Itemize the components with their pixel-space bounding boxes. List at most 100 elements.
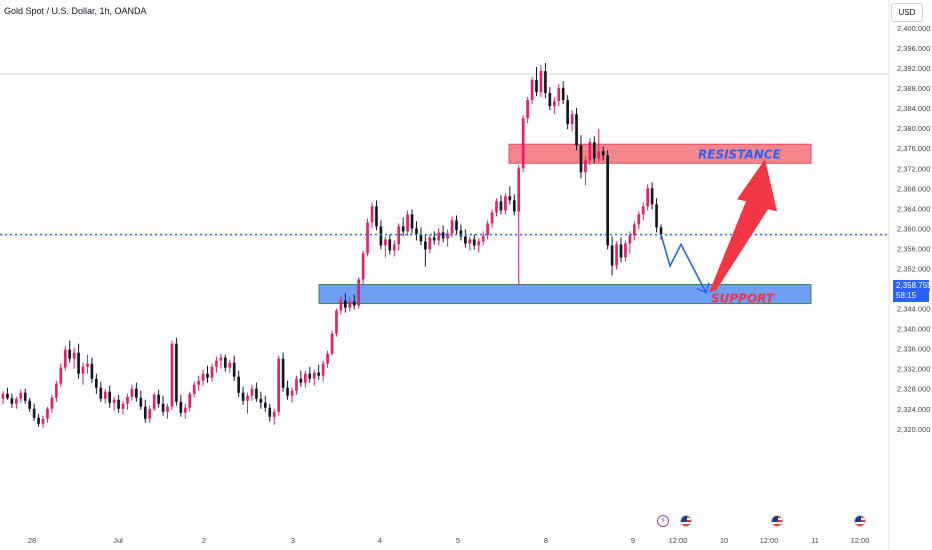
down-candle[interactable] — [655, 198, 658, 233]
up-candle[interactable] — [112, 396, 116, 411]
down-candle[interactable] — [419, 227, 423, 246]
up-candle[interactable] — [392, 240, 396, 257]
up-candle[interactable] — [370, 202, 374, 229]
down-candle[interactable] — [232, 355, 236, 381]
down-candle[interactable] — [317, 364, 320, 380]
target-arrow[interactable] — [709, 159, 777, 293]
down-candle[interactable] — [512, 194, 516, 216]
down-candle[interactable] — [143, 399, 147, 423]
up-candle[interactable] — [361, 250, 365, 286]
up-candle[interactable] — [628, 231, 632, 254]
up-candle[interactable] — [81, 362, 85, 385]
down-candle[interactable] — [157, 389, 160, 408]
down-candle[interactable] — [259, 391, 263, 409]
down-candle[interactable] — [459, 224, 463, 241]
up-candle[interactable] — [126, 393, 129, 410]
down-candle[interactable] — [388, 234, 392, 255]
up-candle[interactable] — [615, 241, 618, 270]
down-candle[interactable] — [37, 413, 40, 427]
up-candle[interactable] — [215, 356, 218, 373]
up-candle[interactable] — [303, 370, 307, 388]
down-candle[interactable] — [401, 217, 405, 237]
flash-event-icon[interactable]: ⚡ — [657, 515, 669, 527]
projection-path[interactable] — [660, 234, 707, 293]
down-candle[interactable] — [268, 403, 272, 422]
down-candle[interactable] — [650, 182, 654, 210]
up-candle[interactable] — [468, 236, 472, 251]
up-candle[interactable] — [397, 223, 401, 251]
down-candle[interactable] — [548, 87, 552, 111]
down-candle[interactable] — [286, 380, 289, 400]
up-candle[interactable] — [330, 330, 334, 356]
up-candle[interactable] — [277, 355, 280, 416]
down-candle[interactable] — [424, 234, 427, 267]
down-candle[interactable] — [263, 395, 267, 412]
down-candle[interactable] — [95, 373, 98, 394]
down-candle[interactable] — [32, 403, 36, 421]
up-candle[interactable] — [170, 340, 174, 410]
up-candle[interactable] — [290, 387, 294, 403]
up-candle[interactable] — [450, 216, 454, 238]
up-candle[interactable] — [490, 209, 494, 228]
up-candle[interactable] — [59, 363, 63, 387]
down-candle[interactable] — [10, 393, 14, 408]
up-candle[interactable] — [552, 97, 556, 115]
down-candle[interactable] — [455, 215, 458, 235]
up-candle[interactable] — [130, 384, 134, 401]
up-candle[interactable] — [15, 396, 18, 409]
up-candle[interactable] — [597, 129, 601, 163]
down-candle[interactable] — [308, 366, 312, 383]
up-candle[interactable] — [539, 65, 543, 98]
up-candle[interactable] — [637, 211, 641, 230]
down-candle[interactable] — [441, 225, 445, 243]
up-candle[interactable] — [103, 388, 107, 404]
down-candle[interactable] — [206, 365, 209, 383]
down-candle[interactable] — [223, 354, 227, 372]
up-candle[interactable] — [19, 389, 23, 403]
up-candle[interactable] — [148, 405, 152, 423]
down-candle[interactable] — [99, 381, 103, 402]
up-candle[interactable] — [312, 369, 316, 386]
up-candle[interactable] — [641, 202, 645, 221]
up-candle[interactable] — [486, 220, 489, 240]
up-candle[interactable] — [219, 353, 223, 369]
up-candle[interactable] — [121, 400, 125, 415]
up-candle[interactable] — [481, 231, 485, 246]
down-candle[interactable] — [179, 394, 183, 417]
down-candle[interactable] — [415, 221, 418, 241]
up-candle[interactable] — [437, 228, 441, 246]
down-candle[interactable] — [432, 231, 436, 245]
up-candle[interactable] — [584, 156, 587, 186]
down-candle[interactable] — [139, 390, 143, 410]
up-candle[interactable] — [188, 391, 192, 412]
down-candle[interactable] — [237, 370, 240, 397]
down-candle[interactable] — [566, 95, 569, 130]
down-candle[interactable] — [601, 146, 605, 161]
up-candle[interactable] — [46, 406, 49, 423]
down-candle[interactable] — [299, 370, 303, 387]
up-candle[interactable] — [326, 350, 329, 368]
up-candle[interactable] — [197, 375, 200, 391]
up-candle[interactable] — [495, 198, 498, 217]
up-candle[interactable] — [406, 210, 409, 236]
down-candle[interactable] — [28, 397, 32, 412]
down-candle[interactable] — [161, 395, 165, 416]
up-candle[interactable] — [504, 193, 507, 215]
up-candle[interactable] — [530, 77, 534, 105]
resistance-zone[interactable] — [508, 143, 812, 164]
us-flag-event-icon[interactable] — [771, 515, 783, 527]
up-candle[interactable] — [366, 218, 369, 257]
down-candle[interactable] — [544, 63, 547, 99]
up-candle[interactable] — [632, 221, 636, 241]
down-candle[interactable] — [472, 234, 476, 250]
down-candle[interactable] — [606, 150, 609, 250]
down-candle[interactable] — [135, 382, 138, 402]
down-candle[interactable] — [281, 352, 285, 392]
up-candle[interactable] — [63, 345, 67, 371]
down-candle[interactable] — [90, 357, 94, 383]
up-candle[interactable] — [526, 97, 529, 124]
down-candle[interactable] — [77, 343, 80, 379]
down-candle[interactable] — [619, 237, 623, 263]
up-candle[interactable] — [384, 236, 387, 258]
